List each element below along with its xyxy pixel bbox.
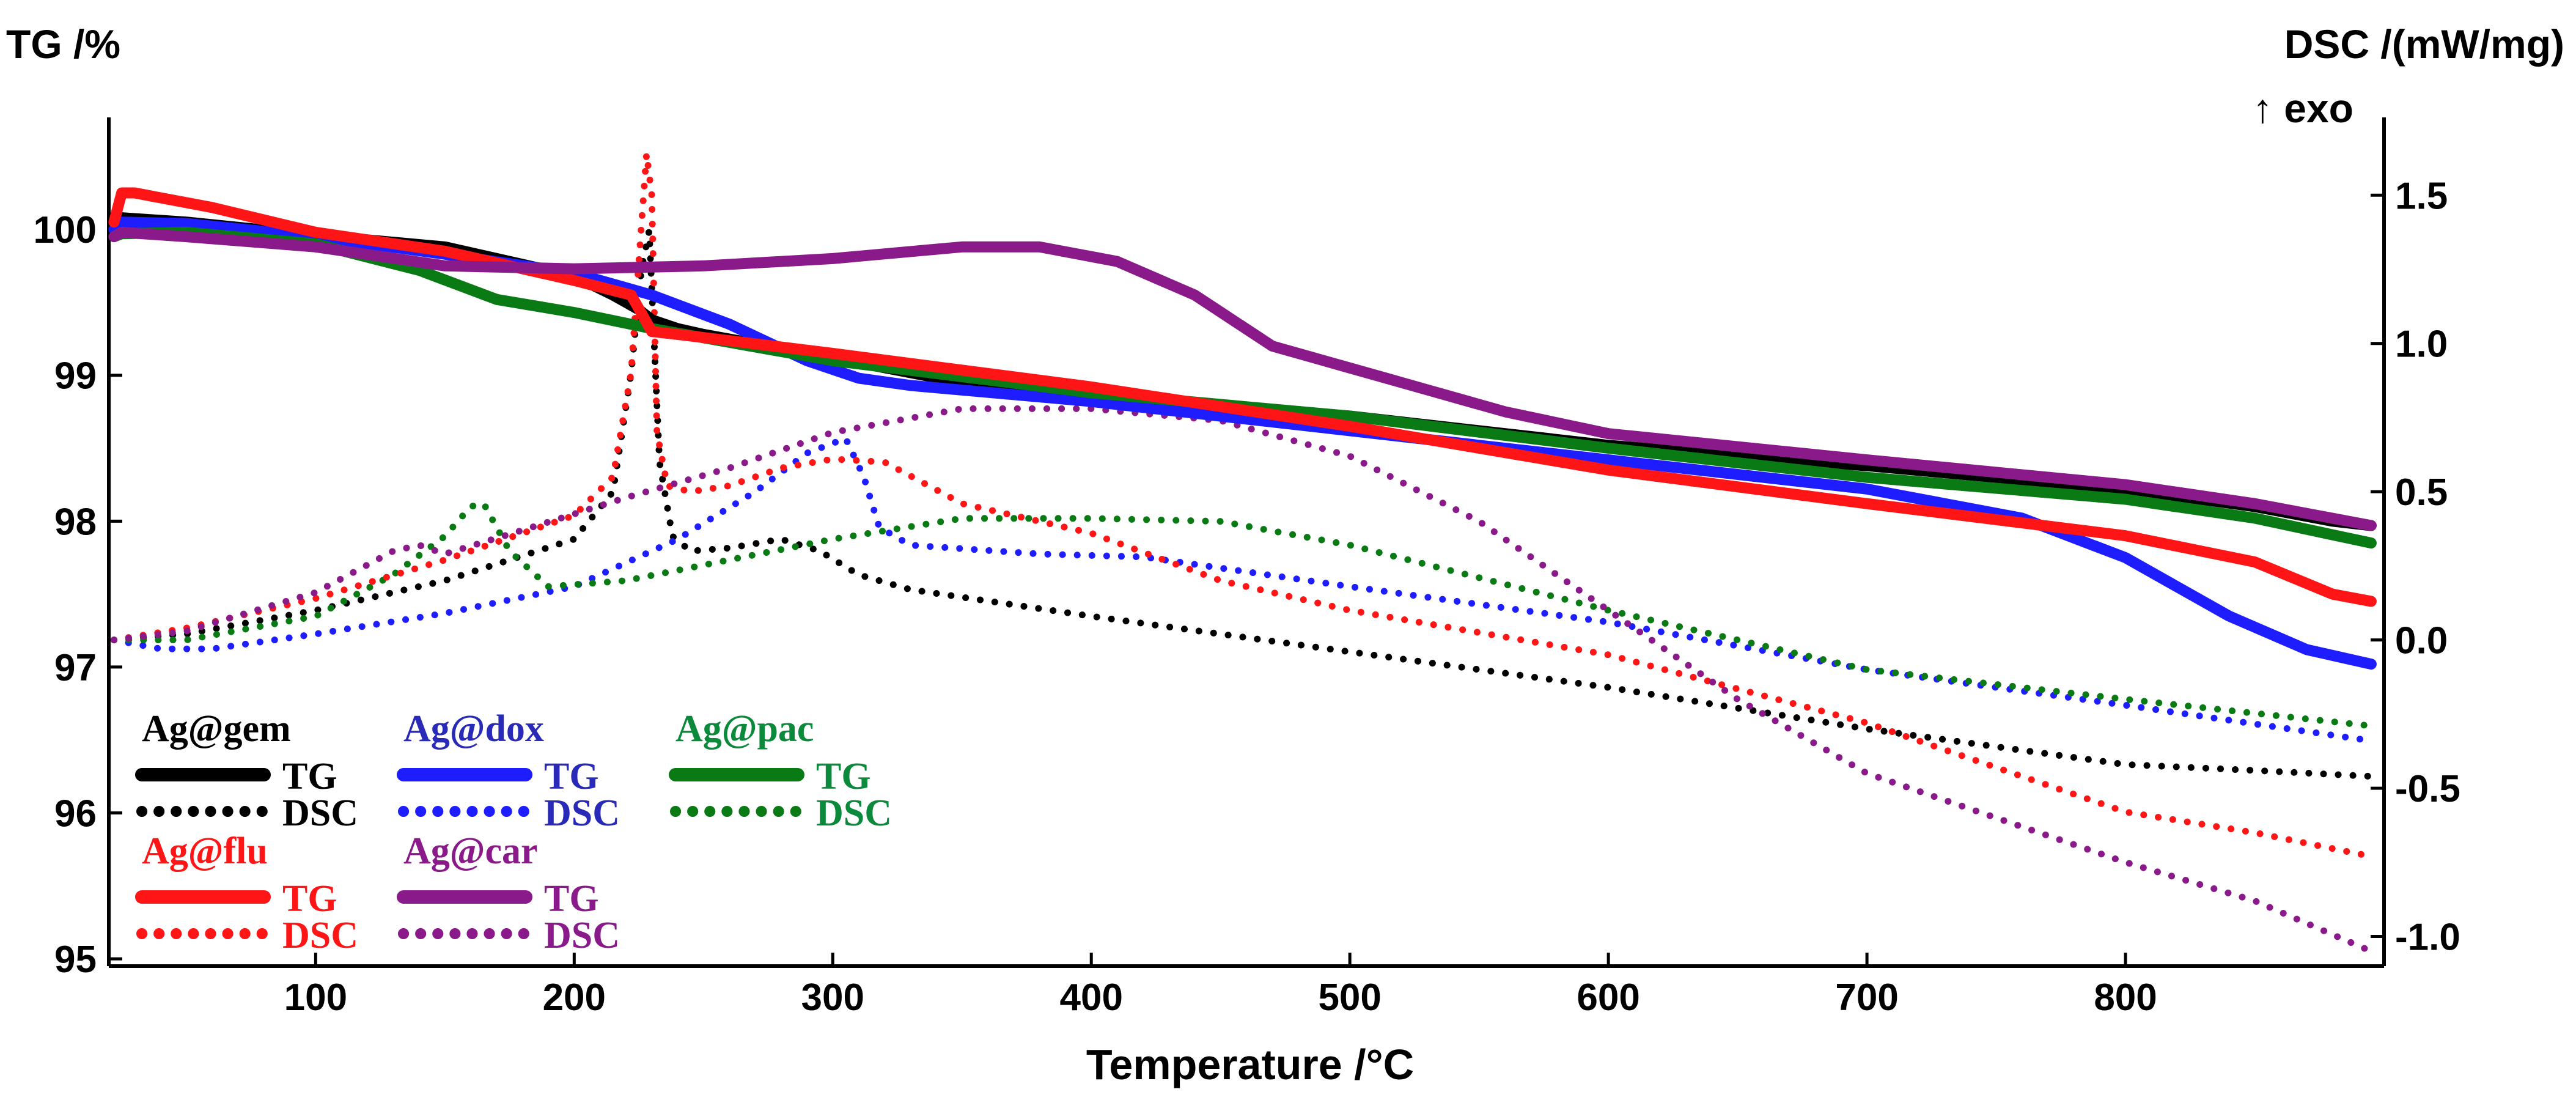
x-tick-label: 800 (2094, 976, 2157, 1019)
x-tick-label: 700 (1835, 976, 1898, 1019)
y-left-tick-label: 95 (54, 939, 97, 981)
legend-ag-pac-dsc-label: DSC (816, 792, 892, 834)
ag-gem-dsc-line (111, 227, 2375, 780)
y-right-tick-label: 1.0 (2395, 323, 2448, 366)
ag-car-tg-line (108, 226, 2377, 531)
legend-ag-dox-tg-label: TG (544, 756, 599, 797)
x-tick-label: 500 (1318, 976, 1381, 1019)
y-left-tick-label: 100 (34, 209, 97, 251)
legend-ag-pac-name: Ag@pac (675, 708, 814, 750)
y-left-tick-label: 98 (54, 501, 97, 543)
legend-ag-flu-dsc-label: DSC (282, 915, 358, 956)
x-tick-label: 600 (1577, 976, 1639, 1019)
legend-ag-car-tg-label: TG (544, 878, 599, 920)
legend-ag-car-dsc-label: DSC (544, 915, 620, 956)
y-left-tick-label: 97 (54, 647, 97, 689)
x-tick-label: 300 (801, 976, 864, 1019)
legend-ag-flu-tg-label: TG (282, 878, 337, 920)
ag-flu-tg-line (108, 187, 2377, 607)
y-left-axis-title: TG /% (6, 21, 120, 67)
y-left-tick-label: 96 (54, 792, 97, 835)
y-left-tick-label: 99 (54, 355, 97, 397)
legend-ag-gem-dsc-label: DSC (282, 792, 358, 834)
y-right-tick-label: 1.5 (2395, 175, 2448, 217)
ag-car-dsc-line (111, 405, 2375, 955)
legend-ag-pac-tg-label: TG (816, 756, 871, 797)
y-right-tick-label: 0.5 (2395, 471, 2448, 514)
y-right-axis-subtitle: ↑ exo (2253, 86, 2353, 131)
legend-ag-dox-name: Ag@dox (403, 708, 544, 750)
plot-frame (107, 117, 2386, 968)
x-tick-label: 100 (284, 976, 347, 1019)
legend: Ag@gemTGDSCAg@doxTGDSCAg@pacTGDSCAg@fluT… (135, 708, 892, 956)
y-right-tick-label: 0.0 (2395, 620, 2448, 662)
y-right-tick-label: -0.5 (2395, 768, 2460, 810)
ag-flu-dsc-line (111, 150, 2375, 860)
x-axis-title: Temperature /°C (1086, 1041, 1414, 1088)
x-tick-label: 200 (543, 976, 606, 1019)
series-layer (108, 150, 2377, 955)
legend-ag-gem-tg-label: TG (282, 756, 337, 797)
axis-ticks: 100 200 300 400 500 600 700 800 95 96 97 98 99 100 -1.… (34, 175, 2460, 1019)
y-right-tick-label: -1.0 (2395, 917, 2460, 959)
y-right-axis-title: DSC /(mW/mg) (2284, 21, 2564, 67)
legend-ag-car-name: Ag@car (403, 830, 537, 872)
x-tick-label: 400 (1060, 976, 1123, 1019)
legend-ag-dox-dsc-label: DSC (544, 792, 620, 834)
legend-ag-flu-name: Ag@flu (142, 830, 268, 872)
ag-pac-dsc-line (111, 500, 2375, 729)
legend-ag-gem-name: Ag@gem (142, 708, 291, 750)
